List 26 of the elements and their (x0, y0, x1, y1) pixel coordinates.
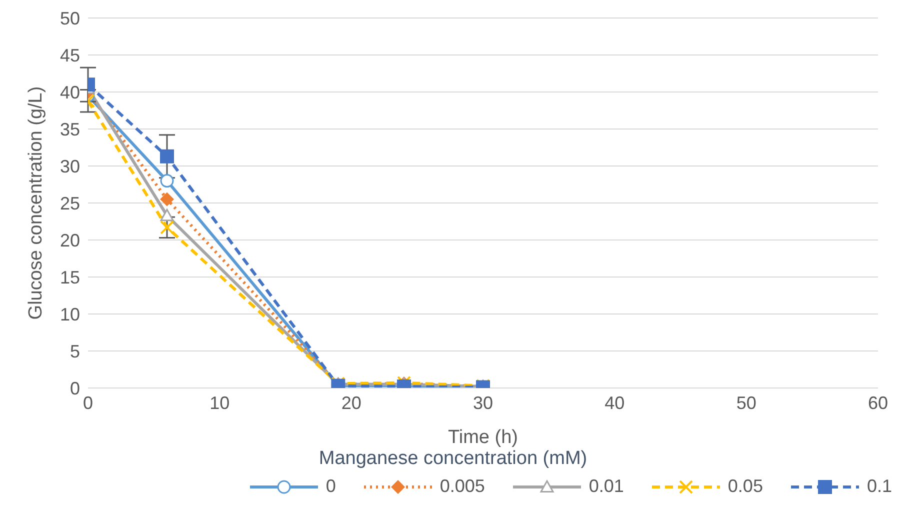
x-axis-title: Time (h) (448, 427, 518, 448)
y-tick-label: 20 (60, 230, 80, 250)
y-axis-title: Glucose concentration (g/L) (26, 86, 47, 320)
y-tick-label: 5 (70, 341, 80, 362)
y-tick-label: 35 (60, 119, 80, 140)
x-tick-label: 40 (604, 392, 625, 413)
legend-label: 0 (324, 476, 336, 497)
y-tick-label: 30 (60, 156, 80, 176)
y-tick-label: 10 (60, 304, 80, 324)
legend-label: 0.1 (866, 476, 892, 497)
x-tick-label: 0 (82, 392, 94, 413)
x-tick-label: 10 (210, 392, 230, 413)
y-tick-label: 25 (60, 193, 80, 214)
y-tick-label: 0 (70, 378, 80, 398)
legend-label: 0.01 (588, 476, 624, 497)
x-tick-label: 30 (472, 392, 494, 413)
y-tick-label: 50 (60, 8, 80, 28)
x-tick-label: 60 (868, 392, 888, 413)
legend-label: 0.05 (726, 476, 763, 497)
x-tick-label: 50 (736, 392, 756, 413)
y-tick-label: 40 (60, 82, 80, 102)
legend-label: 0.005 (438, 476, 485, 497)
legend-title: Manganese concentration (mM) (318, 448, 588, 470)
x-tick-label: 20 (341, 392, 362, 413)
y-tick-label: 15 (60, 267, 80, 288)
y-tick-label: 45 (60, 45, 80, 66)
